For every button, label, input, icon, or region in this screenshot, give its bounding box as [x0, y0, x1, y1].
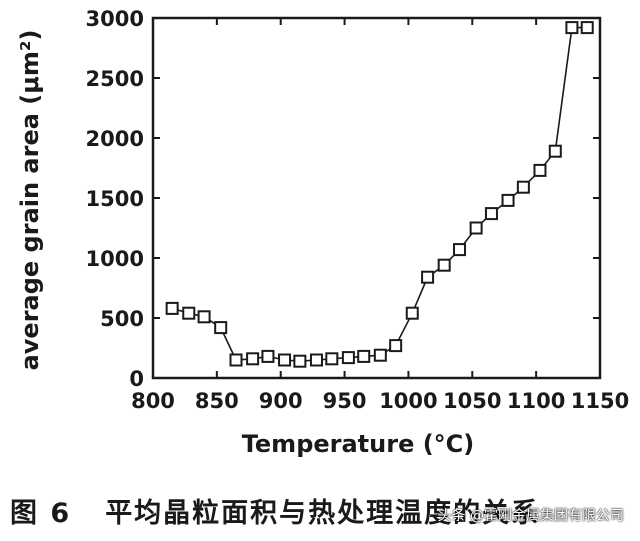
y-tick-label: 1500	[86, 187, 144, 211]
data-point	[516, 180, 530, 194]
y-tick-label: 2000	[86, 127, 144, 151]
figure-number: 图 6	[10, 497, 72, 529]
series-line	[171, 26, 588, 363]
data-point	[246, 352, 260, 366]
y-tick-label: 0	[129, 367, 144, 391]
y-axis-title: average grain area (μm²)	[16, 30, 44, 371]
x-tick-label: 1050	[443, 389, 501, 413]
y-tick-label: 3000	[86, 7, 144, 31]
data-point	[293, 354, 307, 368]
x-tick-label: 850	[195, 389, 239, 413]
data-point	[341, 351, 355, 365]
data-point	[197, 310, 211, 324]
data-point	[501, 193, 515, 207]
x-tick-label: 1100	[507, 389, 565, 413]
figure-caption: 图 6 平均晶粒面积与热处理温度的关系	[10, 490, 640, 530]
x-tick-label: 900	[259, 389, 303, 413]
caption-text: 平均晶粒面积与热处理温度的关系	[105, 497, 541, 529]
data-point	[421, 270, 435, 284]
data-point	[548, 144, 562, 158]
data-point	[437, 258, 451, 272]
data-point	[357, 349, 371, 363]
data-point	[165, 301, 179, 315]
data-point	[261, 349, 275, 363]
y-tick-label: 500	[100, 307, 144, 331]
data-point	[565, 21, 579, 35]
watermark: 头条 @霍刚金属集团有限公司	[437, 508, 624, 524]
data-point	[405, 306, 419, 320]
y-tick-label: 2500	[86, 67, 144, 91]
data-point	[182, 306, 196, 320]
data-point	[453, 243, 467, 257]
data-point	[325, 352, 339, 366]
data-point	[214, 321, 228, 335]
x-tick-label: 1150	[571, 389, 629, 413]
x-axis-title: Temperature (°C)	[242, 430, 475, 458]
data-point	[533, 163, 547, 177]
data-point	[580, 21, 594, 35]
x-tick-label: 1000	[379, 389, 437, 413]
data-point	[278, 353, 292, 367]
x-tick-label: 950	[323, 389, 367, 413]
x-tick-label: 800	[131, 389, 175, 413]
data-point	[309, 353, 323, 367]
y-tick-label: 1000	[86, 247, 144, 271]
data-point	[229, 353, 243, 367]
data-point	[484, 207, 498, 221]
data-point	[389, 339, 403, 353]
data-point	[469, 221, 483, 235]
data-point	[373, 348, 387, 362]
